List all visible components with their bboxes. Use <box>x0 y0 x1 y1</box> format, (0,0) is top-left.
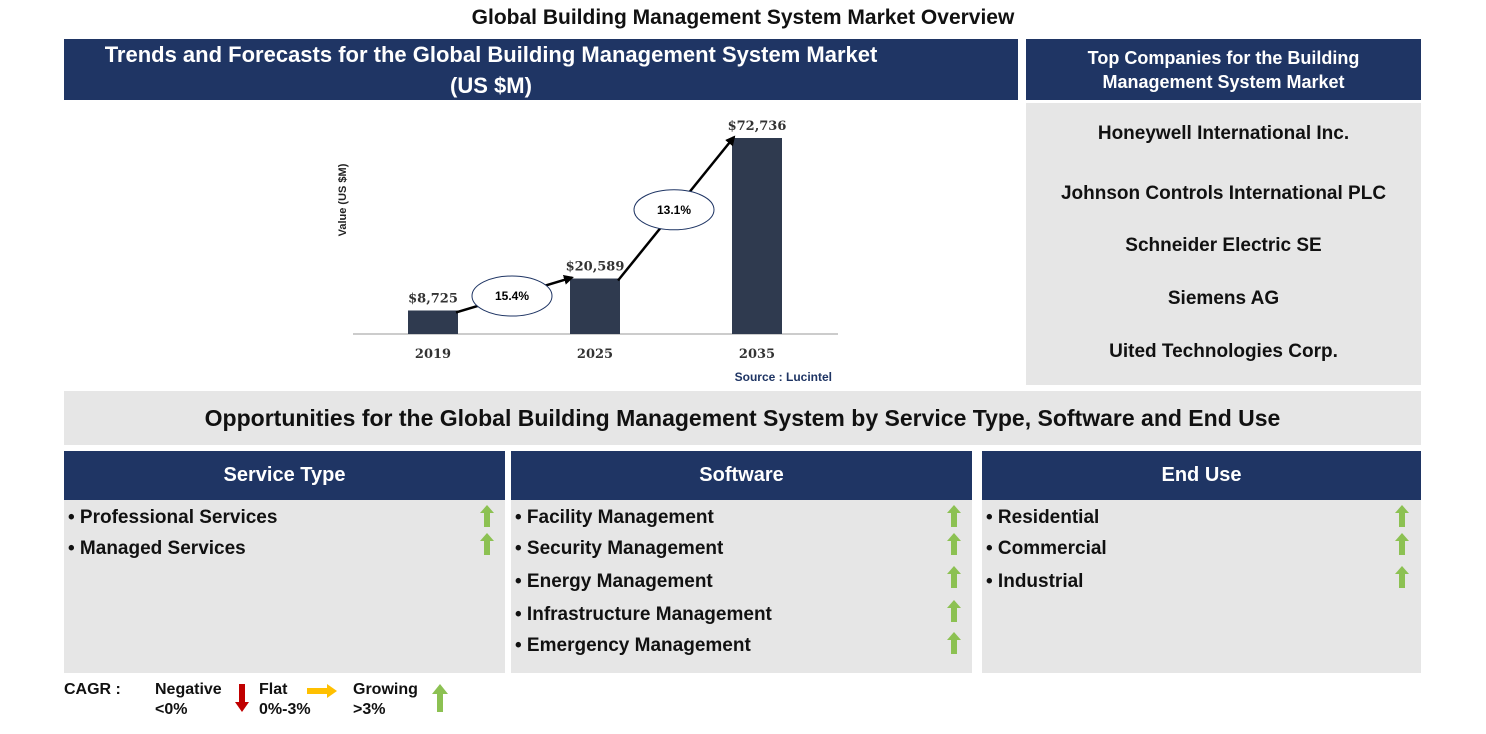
cagr-label: 15.4% <box>495 289 529 303</box>
bar-value-label: $72,736 <box>728 119 787 134</box>
segment-item: • Security Management <box>515 538 724 559</box>
chart-header: Trends and Forecasts for the Global Buil… <box>64 39 1018 100</box>
segment-header-software: Software <box>511 451 972 500</box>
cagr-bubble <box>471 275 553 317</box>
companies-header-text: Top Companies for the Building Managemen… <box>1087 47 1360 92</box>
company-item: Uited Technologies Corp. <box>1109 341 1338 362</box>
segment-item: • Professional Services <box>68 507 278 528</box>
segment-item: • Managed Services <box>68 538 246 559</box>
cagr-label: 13.1% <box>657 203 691 217</box>
growing-arrow-icon <box>480 505 494 527</box>
market-trend-chart: Value (US $M) $8,725 2019 $20,589 2025 $72,7… <box>337 119 838 384</box>
growing-arrow-icon <box>947 533 961 555</box>
segment-item: • Residential <box>986 507 1100 528</box>
segment-item: • Energy Management <box>515 571 713 592</box>
legend-flat-label: Flat <box>259 681 288 698</box>
legend-negative-label: Negative <box>155 681 222 698</box>
segment-item: • Infrastructure Management <box>515 604 772 625</box>
legend-growing-range: >3% <box>353 701 386 718</box>
company-item: Honeywell International Inc. <box>1097 123 1350 144</box>
chart-header-text: Trends and Forecasts for the Global Buil… <box>104 41 878 98</box>
legend-label: CAGR : <box>64 681 121 698</box>
growing-arrow-icon <box>947 632 961 654</box>
segment-item: • Facility Management <box>515 507 714 528</box>
x-tick-label: 2035 <box>739 347 775 362</box>
page-title: Global Building Management System Market… <box>471 6 1015 29</box>
company-item: Siemens AG <box>1167 288 1280 309</box>
chart-source: Source : Lucintel <box>735 370 832 384</box>
growing-arrow-icon <box>1395 505 1409 527</box>
legend-negative: Negative <0% <box>155 680 222 720</box>
x-tick-label: 2019 <box>415 347 451 362</box>
segment-header-end-use: End Use <box>982 451 1421 500</box>
company-item: Schneider Electric SE <box>1125 235 1322 256</box>
legend-flat: Flat 0%-3% <box>259 680 311 720</box>
growing-arrow-icon <box>1395 533 1409 555</box>
segment-item: • Commercial <box>986 538 1107 559</box>
bar-2025 <box>570 278 620 334</box>
segment-item: • Industrial <box>986 571 1084 592</box>
companies-list: Honeywell International Inc. Johnson Con… <box>1026 103 1421 385</box>
growing-arrow-icon <box>947 600 961 622</box>
growing-arrow-icon <box>480 533 494 555</box>
bar-2035 <box>732 138 782 334</box>
cagr-bubble <box>633 189 715 231</box>
bar-value-label: $8,725 <box>408 291 458 306</box>
segment-header-service-type: Service Type <box>64 451 505 500</box>
bar-value-label: $20,589 <box>566 260 625 275</box>
negative-arrow-icon <box>235 684 249 712</box>
growing-arrow-icon <box>1395 566 1409 588</box>
bar-2019 <box>408 310 458 334</box>
company-item: Johnson Controls International PLC <box>1060 183 1387 204</box>
y-axis-label: Value (US $M) <box>337 163 349 236</box>
segment-body-end-use: • Residential • Commercial • Industrial <box>982 500 1421 673</box>
legend-negative-range: <0% <box>155 701 188 718</box>
segment-item: • Emergency Management <box>515 635 751 656</box>
companies-header: Top Companies for the Building Managemen… <box>1026 39 1421 100</box>
growing-arrow-icon <box>432 684 448 712</box>
growing-arrow-icon <box>947 566 961 588</box>
segment-body-software: • Facility Management • Security Managem… <box>511 500 972 673</box>
x-tick-label: 2025 <box>577 347 613 362</box>
flat-arrow-icon <box>307 684 337 698</box>
legend-growing-label: Growing <box>353 681 418 698</box>
legend-growing: Growing >3% <box>353 680 418 720</box>
legend-flat-range: 0%-3% <box>259 701 311 718</box>
opportunities-banner: Opportunities for the Global Building Ma… <box>64 391 1421 445</box>
segment-body-service-type: • Professional Services • Managed Servic… <box>64 500 505 673</box>
growing-arrow-icon <box>947 505 961 527</box>
